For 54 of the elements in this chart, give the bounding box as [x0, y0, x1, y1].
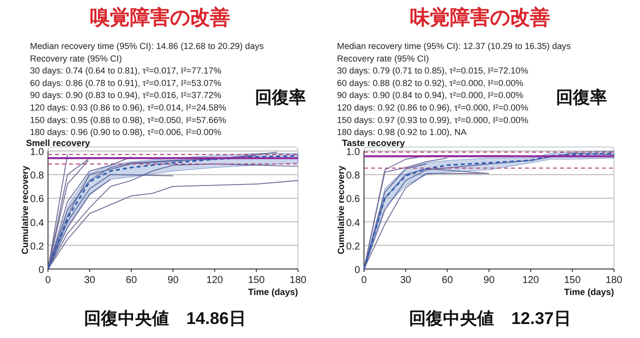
chart-subtitle: Smell recovery	[26, 138, 90, 148]
text: 回復中央値 12.37日	[409, 309, 571, 328]
text: 180 days: 0.98 (0.92 to 1.00), NA	[337, 127, 467, 138]
text: 30 days: 0.79 (0.71 to 0.85), τ²=0.015, I²=72.10%	[337, 66, 528, 76]
text: 150 days: 0.97 (0.93 to 0.99), τ²=0.000, I²=0.00%	[337, 114, 528, 125]
text: 90 days: 0.90 (0.83 to 0.94), τ²=0.016, I²=37.72%	[30, 90, 222, 100]
y-tick-label: 1.0	[30, 147, 44, 158]
y-tick-label: 0	[354, 265, 360, 276]
x-tick-label: 0	[361, 275, 368, 286]
text: 120 days: 0.93 (0.86 to 0.96), τ²=0.014, I²=24.58%	[30, 102, 226, 112]
x-tick-label: 150	[564, 275, 582, 286]
text: 90 days: 0.90 (0.84 to 0.94), τ²=0.000, I²=0.00%	[337, 90, 524, 100]
x-tick-label: 30	[400, 275, 412, 286]
y-axis-title: Cumulative recovery	[336, 166, 346, 254]
y-tick-label: 0.4	[30, 218, 44, 229]
x-tick-label: 180	[606, 275, 623, 286]
chart-title: 嗅覚障害の改善	[90, 6, 230, 29]
text: 60 days: 0.86 (0.78 to 0.91), τ²=0.017, I²=53.07%	[30, 78, 222, 88]
y-tick-label: 0.4	[346, 218, 360, 229]
text: 回復率	[556, 88, 607, 107]
y-tick-label: 0.6	[30, 194, 44, 206]
chart-title: 味覚障害の改善	[410, 6, 550, 29]
text: 150 days: 0.95 (0.88 to 0.98), τ²=0.050, I²=57.66%	[30, 114, 226, 125]
text: 120 days: 0.92 (0.86 to 0.96), τ²=0.000, I²=0.00%	[337, 102, 528, 112]
x-tick-label: 90	[167, 275, 179, 286]
x-tick-label: 0	[45, 275, 52, 286]
x-tick-label: 90	[483, 275, 495, 286]
text: Recovery rate (95% CI)	[30, 53, 122, 64]
chart-subtitle: Taste recovery	[342, 138, 405, 148]
x-tick-label: 60	[442, 275, 454, 286]
text: Recovery rate (95% CI)	[337, 53, 429, 64]
x-tick-label: 60	[126, 275, 138, 286]
y-tick-label: 0	[38, 265, 44, 276]
x-axis-title: Time (days)	[248, 287, 298, 297]
text: 回復中央値 14.86日	[84, 309, 246, 328]
y-tick-label: 0.2	[346, 241, 360, 252]
x-tick-label: 180	[290, 275, 307, 286]
y-tick-label: 0.2	[30, 241, 44, 252]
text: Median recovery time (95% CI): 14.86 (12.68 to 20.29) days	[30, 41, 264, 51]
text: 60 days: 0.88 (0.82 to 0.92), τ²=0.000, I²=0.00%	[337, 78, 524, 88]
text: 30 days: 0.74 (0.64 to 0.81), τ²=0.017, I²=77.17%	[30, 66, 222, 76]
x-tick-label: 120	[206, 275, 224, 286]
x-tick-label: 150	[248, 275, 266, 286]
x-tick-label: 120	[522, 275, 540, 286]
text: 回復率	[255, 88, 306, 107]
y-tick-label: 0.6	[346, 194, 360, 206]
y-tick-label: 0.8	[30, 170, 44, 182]
text: Median recovery time (95% CI): 12.37 (10.29 to 16.35) days	[337, 41, 572, 51]
y-axis-title: Cumulative recovery	[20, 166, 30, 254]
x-axis-title: Time (days)	[564, 287, 614, 297]
y-tick-label: 0.8	[346, 170, 360, 182]
y-tick-label: 1.0	[346, 147, 360, 158]
text: 180 days: 0.96 (0.90 to 0.98), τ²=0.006, I²=0.00%	[30, 127, 222, 138]
x-tick-label: 30	[84, 275, 96, 286]
